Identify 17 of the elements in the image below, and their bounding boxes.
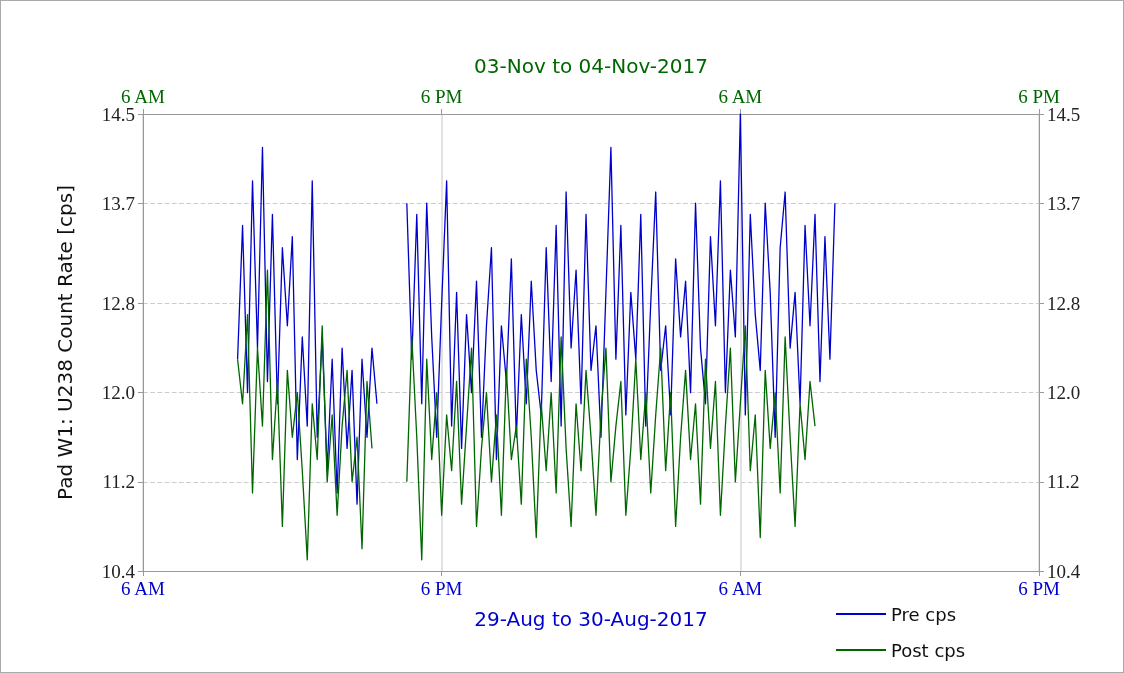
y-tick-label: 12.0 [101, 382, 135, 404]
x-axis-title: 29-Aug to 30-Aug-2017 [474, 607, 708, 631]
y-tick-label: 13.7 [101, 192, 135, 214]
y-tick-label: 11.2 [102, 471, 135, 493]
legend-label: Pre cps [891, 603, 957, 625]
x2-axis-title: 03-Nov to 04-Nov-2017 [474, 54, 708, 78]
legend-label: Post cps [891, 639, 966, 661]
x2-tick-label: 6 AM [718, 86, 763, 107]
y-axis-title: Pad W1: U238 Count Rate [cps] [53, 185, 77, 500]
y2-tick-label: 12.8 [1047, 292, 1081, 314]
y-tick-label: 12.8 [101, 292, 135, 314]
x-tick-label: 6 AM [718, 578, 763, 599]
y2-tick-label: 12.0 [1047, 382, 1081, 404]
y2-tick-label: 11.2 [1047, 471, 1080, 493]
x-tick-label: 6 PM [420, 578, 463, 599]
y2-tick-label: 13.7 [1047, 192, 1081, 214]
x2-tick-label: 6 PM [420, 86, 463, 107]
